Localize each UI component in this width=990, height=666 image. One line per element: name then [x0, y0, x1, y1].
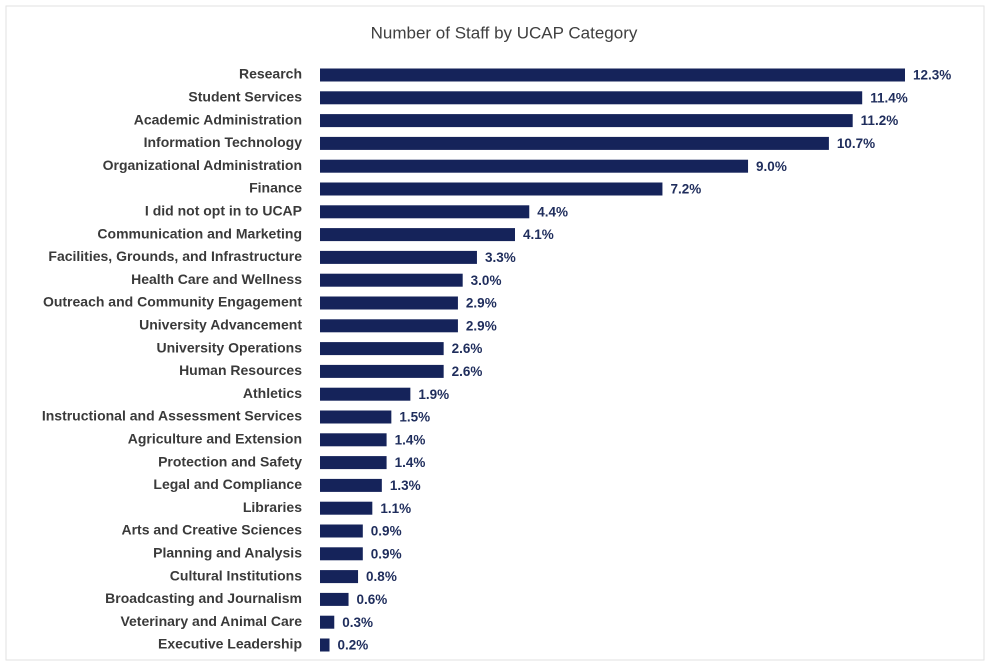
- value-label: 0.9%: [371, 546, 402, 561]
- value-label: 1.5%: [399, 410, 430, 425]
- value-label: 1.1%: [380, 501, 411, 516]
- category-label: Arts and Creative Sciences: [121, 522, 302, 538]
- category-label: Legal and Compliance: [153, 476, 302, 492]
- value-label: 3.3%: [485, 250, 516, 265]
- category-label: Human Resources: [179, 362, 302, 378]
- chart-frame: [5, 5, 985, 661]
- category-label: Student Services: [188, 89, 302, 105]
- value-label: 1.4%: [395, 432, 426, 447]
- value-label: 11.4%: [870, 90, 908, 105]
- value-label: 12.3%: [913, 68, 951, 83]
- category-label: Protection and Safety: [158, 453, 302, 469]
- category-label: University Operations: [157, 339, 303, 355]
- category-label: Libraries: [243, 499, 302, 515]
- category-label: Outreach and Community Engagement: [43, 294, 302, 310]
- category-label: Organizational Administration: [103, 157, 302, 173]
- bar: [320, 250, 477, 264]
- bar: [320, 615, 335, 629]
- bar: [320, 296, 458, 310]
- category-label: Research: [239, 66, 302, 82]
- value-label: 2.9%: [466, 296, 497, 311]
- category-label: Finance: [249, 180, 302, 196]
- bar: [320, 68, 905, 82]
- bar: [320, 319, 458, 333]
- value-label: 3.0%: [471, 273, 502, 288]
- bar: [320, 228, 515, 242]
- category-label: Health Care and Wellness: [131, 271, 302, 287]
- category-label: Athletics: [243, 385, 302, 401]
- value-label: 0.6%: [357, 592, 388, 607]
- category-label: Agriculture and Extension: [128, 431, 302, 447]
- value-label: 2.6%: [452, 341, 483, 356]
- bar: [320, 570, 359, 584]
- bar: [320, 205, 530, 219]
- value-label: 0.3%: [342, 615, 373, 630]
- bar: [320, 91, 863, 105]
- bar: [320, 478, 382, 492]
- bar: [320, 364, 444, 378]
- value-label: 1.4%: [395, 455, 426, 470]
- category-label: University Advancement: [139, 317, 302, 333]
- bar: [320, 410, 392, 424]
- value-label: 4.4%: [537, 204, 568, 219]
- category-label: Veterinary and Animal Care: [120, 613, 302, 629]
- category-label: I did not opt in to UCAP: [145, 203, 302, 219]
- value-label: 9.0%: [756, 159, 787, 174]
- value-label: 2.9%: [466, 318, 497, 333]
- value-label: 1.3%: [390, 478, 421, 493]
- category-label: Facilities, Grounds, and Infrastructure: [48, 248, 302, 264]
- bar: [320, 387, 411, 401]
- category-label: Communication and Marketing: [97, 225, 302, 241]
- category-label: Cultural Institutions: [170, 567, 302, 583]
- category-label: Executive Leadership: [158, 636, 302, 652]
- bar: [320, 592, 349, 606]
- category-label: Broadcasting and Journalism: [105, 590, 302, 606]
- bar: [320, 342, 444, 356]
- bar: [320, 114, 853, 128]
- bar: [320, 501, 373, 515]
- bar: [320, 433, 387, 447]
- bar: [320, 638, 330, 652]
- category-label: Instructional and Assessment Services: [42, 408, 302, 424]
- category-label: Academic Administration: [134, 111, 302, 127]
- bar: [320, 136, 829, 150]
- bar: [320, 182, 663, 196]
- value-label: 4.1%: [523, 227, 554, 242]
- value-label: 1.9%: [418, 387, 449, 402]
- value-label: 10.7%: [837, 136, 875, 151]
- value-label: 2.6%: [452, 364, 483, 379]
- bar: [320, 524, 363, 538]
- value-label: 11.2%: [861, 113, 899, 128]
- value-label: 0.9%: [371, 524, 402, 539]
- bar: [320, 547, 363, 561]
- chart-title: Number of Staff by UCAP Category: [371, 23, 638, 42]
- bar: [320, 456, 387, 470]
- value-label: 0.2%: [338, 638, 369, 653]
- bar: [320, 159, 749, 173]
- value-label: 0.8%: [366, 569, 397, 584]
- value-label: 7.2%: [670, 182, 701, 197]
- category-label: Information Technology: [144, 134, 303, 150]
- bar: [320, 273, 463, 287]
- category-label: Planning and Analysis: [153, 545, 302, 561]
